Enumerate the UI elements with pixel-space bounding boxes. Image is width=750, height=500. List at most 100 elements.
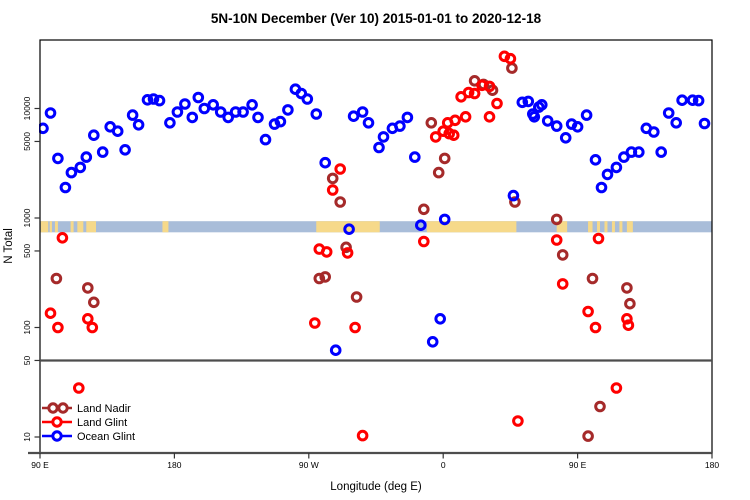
data-point (449, 114, 461, 127)
data-point (415, 219, 427, 231)
band-land-segment (597, 221, 600, 233)
data-point (179, 98, 191, 110)
data-point (512, 415, 524, 427)
y-tick-label: 5000 (22, 132, 32, 151)
data-point (621, 282, 633, 294)
data-point (516, 96, 529, 109)
ocean-glint-marker-icon (51, 430, 63, 442)
land-nadir-marker-icon (57, 402, 69, 414)
data-point (56, 232, 69, 244)
data-point (506, 62, 518, 74)
data-point (362, 117, 375, 129)
data-point (594, 400, 606, 413)
y-tick-label: 1000 (22, 208, 32, 227)
data-point (438, 152, 451, 165)
data-point (462, 86, 475, 99)
data-point (82, 313, 94, 325)
x-tick-label: 180 (705, 460, 719, 470)
data-point (147, 93, 160, 105)
data-point (237, 106, 249, 118)
data-point (432, 166, 445, 179)
data-point (556, 278, 569, 290)
data-point (274, 115, 287, 128)
data-point (350, 291, 363, 303)
band-land-segment (556, 221, 568, 233)
y-tick-label: 10000 (22, 96, 32, 120)
data-point (111, 125, 124, 137)
data-point (595, 181, 608, 194)
data-point (52, 321, 64, 334)
data-point (373, 141, 385, 154)
series-land-glint (44, 50, 635, 442)
plot-border (39, 39, 713, 454)
map-band (40, 221, 712, 233)
band-land-segment (40, 221, 49, 233)
data-point (610, 382, 623, 394)
data-point (550, 234, 563, 246)
y-axis-title: N Total (3, 228, 15, 264)
data-point (282, 104, 294, 116)
data-point (65, 166, 78, 179)
band-land-segment (611, 221, 615, 233)
data-point (586, 272, 599, 285)
legend-item-land-nadir: Land Nadir (42, 402, 131, 415)
data-point (319, 156, 332, 169)
legend-label-land-nadir: Land Nadir (77, 403, 131, 415)
data-point (438, 213, 451, 226)
legend-item-ocean-glint: Ocean Glint (42, 430, 135, 443)
data-point (601, 168, 614, 181)
data-point (624, 297, 636, 310)
data-point (252, 111, 264, 124)
data-point (50, 272, 63, 285)
data-point (343, 223, 355, 235)
data-point (592, 232, 605, 245)
data-point (349, 321, 361, 334)
data-point (59, 181, 72, 194)
data-point (356, 106, 369, 118)
data-point (559, 132, 572, 144)
x-tick-label: 180 (167, 460, 181, 470)
data-point (153, 94, 166, 107)
series-ocean-glint (39, 83, 711, 357)
plot-frame (28, 39, 713, 455)
data-point (319, 271, 332, 283)
axis-ticks: 90 E 180 90 W 0 90 E 180 10 50 100 500 1000 5000 100… (22, 96, 719, 470)
x-tick-label: 0 (441, 460, 446, 470)
data-point (164, 117, 176, 129)
band-land-segment (626, 221, 633, 233)
data-point (483, 80, 496, 93)
data-point (655, 146, 668, 158)
data-point (670, 117, 683, 129)
data-point (437, 125, 450, 137)
data-point (504, 52, 517, 65)
data-point (556, 249, 569, 261)
data-point (621, 313, 633, 325)
data-point (610, 161, 623, 174)
data-point (648, 126, 660, 138)
data-points (39, 50, 711, 442)
band-land-segment (604, 221, 608, 233)
land-glint-marker-icon (51, 416, 63, 428)
band-land-segment (86, 221, 96, 233)
data-point (207, 99, 219, 111)
data-point (309, 317, 321, 329)
data-point (329, 344, 342, 357)
data-point (214, 106, 227, 118)
data-point (74, 161, 87, 174)
data-point (44, 107, 57, 119)
chart-title: 5N-10N December (Ver 10) 2015-01-01 to 2… (211, 11, 542, 26)
data-point (394, 120, 406, 132)
band-land-segment (77, 221, 84, 233)
data-point (418, 235, 430, 248)
data-point (528, 111, 541, 123)
data-point (334, 163, 347, 175)
data-point (692, 94, 705, 107)
data-point (491, 97, 503, 110)
data-point (126, 109, 139, 121)
x-tick-label: 90 E (569, 460, 587, 470)
data-point (39, 122, 49, 135)
x-tick-label: 90 E (31, 460, 49, 470)
data-point (622, 319, 635, 332)
